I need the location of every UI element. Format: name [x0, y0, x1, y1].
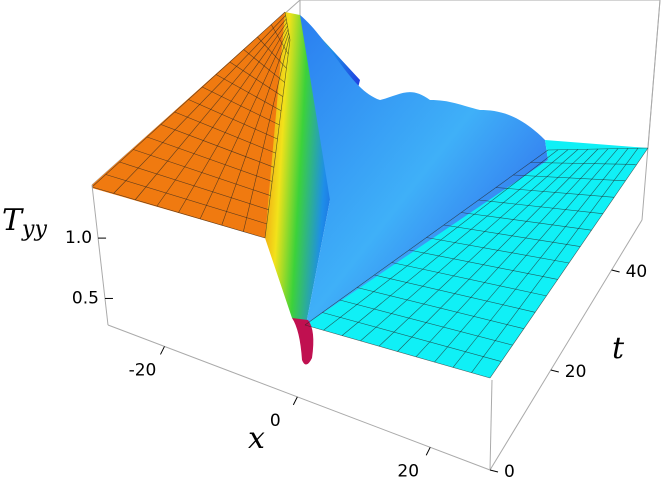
y-tick-label: 40: [626, 262, 648, 282]
mesh-line: [426, 237, 570, 264]
mesh-line: [147, 136, 273, 182]
mesh-line: [105, 174, 267, 225]
mesh-line: [304, 324, 491, 379]
mesh-line: [284, 11, 291, 41]
z-axis-label: Tyy: [2, 203, 47, 242]
mesh-line: [339, 299, 513, 346]
z-label-sub: yy: [21, 217, 47, 242]
mesh-line: [270, 24, 289, 55]
mesh-line: [188, 99, 278, 140]
x-tick-label: 0: [270, 411, 281, 431]
mesh-line: [215, 74, 282, 111]
z-tick-label: 1.0: [65, 228, 92, 248]
mesh-line: [160, 124, 275, 168]
y-tick-label: 0: [504, 462, 515, 479]
mesh-line: [530, 162, 637, 165]
y-tick-label: 20: [565, 362, 587, 382]
front-box: [91, 184, 643, 471]
surface: [92, 12, 648, 378]
mesh-line: [229, 61, 284, 97]
mesh-line: [174, 111, 276, 154]
mesh-line: [243, 49, 285, 83]
z-label-base: T: [2, 203, 24, 238]
dip: [292, 318, 314, 365]
mesh-line: [202, 86, 280, 126]
oscillation-region: [300, 15, 548, 330]
plateau-high: [92, 12, 300, 238]
mesh-line: [257, 36, 287, 69]
x-tick: [160, 346, 165, 355]
x-axis-label: x: [248, 421, 265, 456]
x-tick: [292, 396, 298, 406]
x-tick: [425, 447, 431, 456]
x-tick-label: 20: [397, 461, 419, 479]
mesh-line: [513, 174, 626, 182]
mesh-line: [119, 161, 269, 210]
y-tick: [611, 269, 620, 273]
t-axis-label: t: [612, 331, 625, 366]
mesh-line: [478, 199, 603, 215]
mesh-line: [547, 147, 649, 151]
mesh-line: [409, 249, 558, 280]
y-tick: [550, 369, 559, 373]
mesh-line: [133, 149, 271, 196]
mesh-line: [322, 312, 502, 362]
mesh-line: [443, 224, 581, 247]
mesh-line: [461, 212, 592, 231]
x-tick-label: -20: [129, 360, 157, 380]
mesh-line: [91, 186, 266, 239]
mesh-line: [495, 187, 615, 198]
mesh-line: [374, 274, 536, 313]
z-tick-label: 0.5: [72, 288, 99, 308]
mesh-line: [356, 287, 524, 330]
surface-mesh: [91, 11, 649, 379]
mesh-line: [391, 262, 547, 297]
y-tick: [489, 469, 499, 473]
plateau-low: [305, 140, 648, 378]
